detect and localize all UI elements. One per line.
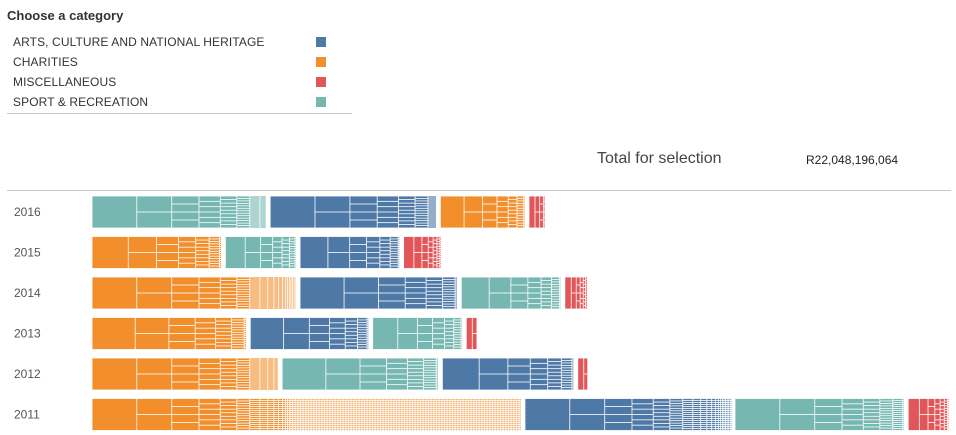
segment-2012-charities[interactable] bbox=[92, 358, 278, 390]
segment-2011-arts-culture-and-national-heritage[interactable] bbox=[525, 398, 732, 431]
divider bbox=[7, 190, 951, 191]
segment-2013-charities[interactable] bbox=[92, 317, 246, 350]
segment-2011-sport-recreation[interactable] bbox=[735, 398, 904, 431]
segment-2014-arts-culture-and-national-heritage[interactable] bbox=[300, 277, 457, 309]
segment-2012-arts-culture-and-national-heritage[interactable] bbox=[442, 358, 574, 390]
legend-label: SPORT & RECREATION bbox=[13, 95, 149, 109]
treemap-bar-chart: 2016 2015 2014 2013 2012 2011 bbox=[14, 196, 949, 431]
legend-label: MISCELLANEOUS bbox=[13, 75, 117, 89]
segment-2015-sport-recreation[interactable] bbox=[225, 236, 297, 269]
legend-swatch bbox=[316, 77, 326, 87]
segment-2012-miscellaneous[interactable] bbox=[578, 358, 588, 390]
legend-swatch bbox=[316, 97, 326, 107]
segment-2016-arts-culture-and-national-heritage[interactable] bbox=[270, 196, 436, 228]
segment-2011-charities[interactable] bbox=[92, 398, 521, 431]
row-2012: 2012 bbox=[14, 358, 588, 390]
segment-2016-sport-recreation[interactable] bbox=[92, 196, 266, 228]
row-2016: 2016 bbox=[14, 196, 545, 228]
segment-2013-arts-culture-and-national-heritage[interactable] bbox=[250, 317, 369, 350]
legend-swatch bbox=[316, 57, 326, 67]
year-label: 2015 bbox=[14, 246, 41, 260]
segment-2013-miscellaneous[interactable] bbox=[466, 317, 477, 350]
total-label: Total for selection bbox=[597, 150, 722, 167]
segment-2014-charities[interactable] bbox=[92, 277, 296, 309]
segment-2012-sport-recreation[interactable] bbox=[282, 358, 438, 390]
year-label: 2013 bbox=[14, 327, 41, 341]
year-label: 2016 bbox=[14, 205, 41, 219]
segment-2013-sport-recreation[interactable] bbox=[373, 317, 463, 350]
legend-title: Choose a category bbox=[7, 8, 124, 23]
legend-label: CHARITIES bbox=[13, 55, 78, 69]
row-2014: 2014 bbox=[14, 277, 587, 309]
segment-2011-miscellaneous[interactable] bbox=[908, 398, 949, 431]
category-legend: ARTS, CULTURE AND NATIONAL HERITAGE CHAR… bbox=[7, 32, 352, 114]
row-2011: 2011 bbox=[14, 398, 949, 431]
total-value: R22,048,196,064 bbox=[806, 153, 899, 167]
legend-swatch bbox=[316, 37, 326, 47]
segment-2014-sport-recreation[interactable] bbox=[461, 277, 561, 309]
year-label: 2012 bbox=[14, 367, 41, 381]
year-label: 2014 bbox=[14, 286, 41, 300]
year-label: 2011 bbox=[14, 408, 40, 422]
segment-2016-miscellaneous[interactable] bbox=[529, 196, 545, 228]
row-2015: 2015 bbox=[14, 236, 441, 269]
segment-2014-miscellaneous[interactable] bbox=[565, 277, 587, 309]
segment-2015-charities[interactable] bbox=[92, 236, 221, 269]
legend-item-sport[interactable]: SPORT & RECREATION bbox=[7, 92, 352, 112]
legend-item-arts[interactable]: ARTS, CULTURE AND NATIONAL HERITAGE bbox=[7, 32, 352, 52]
legend-label: ARTS, CULTURE AND NATIONAL HERITAGE bbox=[13, 35, 265, 49]
legend-item-miscellaneous[interactable]: MISCELLANEOUS bbox=[7, 72, 352, 92]
segment-2015-miscellaneous[interactable] bbox=[403, 236, 441, 269]
segment-2016-charities[interactable] bbox=[440, 196, 525, 228]
row-2013: 2013 bbox=[14, 317, 477, 350]
segment-2015-arts-culture-and-national-heritage[interactable] bbox=[300, 236, 400, 269]
legend-item-charities[interactable]: CHARITIES bbox=[7, 52, 352, 72]
